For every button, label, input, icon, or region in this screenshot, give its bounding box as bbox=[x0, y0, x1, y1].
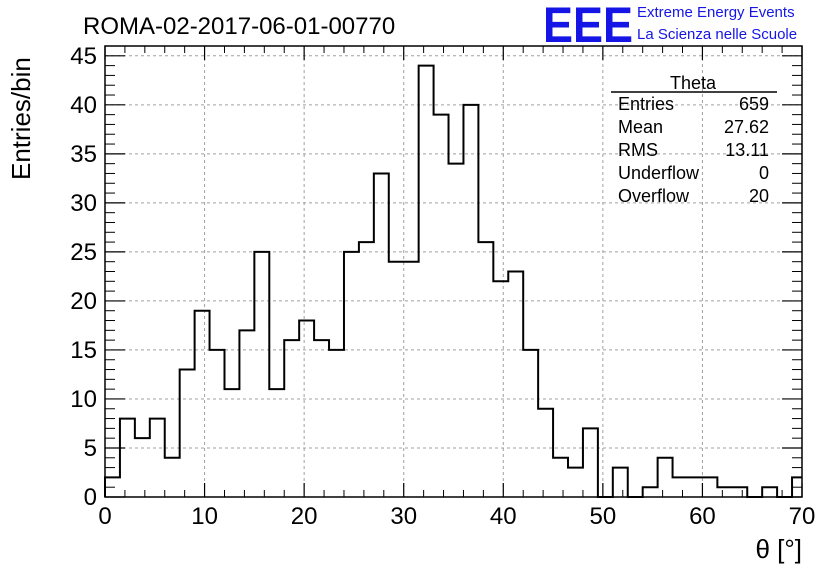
x-tick-label: 20 bbox=[291, 503, 318, 530]
y-tick-label: 20 bbox=[70, 288, 97, 315]
y-tick-label: 25 bbox=[70, 239, 97, 266]
axis-ticks bbox=[104, 45, 803, 498]
stats-label-entries: Entries bbox=[618, 94, 674, 114]
x-tick-label: 10 bbox=[191, 503, 218, 530]
eee-logo-letters: EEE bbox=[543, 0, 633, 53]
y-tick-label: 45 bbox=[70, 43, 97, 70]
x-tick-label: 40 bbox=[490, 503, 517, 530]
stats-label-mean: Mean bbox=[618, 117, 663, 137]
x-tick-label: 70 bbox=[789, 503, 816, 530]
x-tick-label: 0 bbox=[98, 503, 111, 530]
y-axis-label: Entries/bin bbox=[6, 57, 36, 180]
eee-logo-line2: La Scienza nelle Scuole bbox=[637, 26, 797, 43]
x-tick-label: 30 bbox=[390, 503, 417, 530]
stats-value-underflow: 0 bbox=[759, 163, 769, 183]
stats-value-entries: 659 bbox=[739, 94, 769, 114]
y-tick-label: 10 bbox=[70, 386, 97, 413]
y-tick-label: 30 bbox=[70, 190, 97, 217]
x-axis-label: θ [°] bbox=[755, 534, 802, 564]
y-tick-label: 35 bbox=[70, 141, 97, 168]
x-tick-label: 50 bbox=[590, 503, 617, 530]
y-tick-label: 5 bbox=[84, 435, 97, 462]
plot-frame bbox=[104, 45, 803, 498]
stats-value-overflow: 20 bbox=[749, 186, 769, 206]
stats-label-underflow: Underflow bbox=[618, 163, 700, 183]
histogram-series bbox=[104, 64, 802, 498]
stats-label-rms: RMS bbox=[618, 140, 658, 160]
y-tick-label: 15 bbox=[70, 337, 97, 364]
tick-labels: 0 10 20 30 40 50 60 70 0 5 10 15 20 25 30 35 40 45 bbox=[70, 43, 815, 530]
stats-value-rms: 13.11 bbox=[725, 140, 769, 160]
y-tick-label: 0 bbox=[84, 484, 97, 511]
stats-value-mean: 27.62 bbox=[724, 117, 769, 137]
eee-logo-line1: Extreme Energy Events bbox=[637, 4, 795, 21]
chart-title: ROMA-02-2017-06-01-00770 bbox=[83, 13, 395, 40]
y-tick-label: 40 bbox=[70, 92, 97, 119]
stats-box: Theta Entries 659 Mean 27.62 RMS 13.11 U… bbox=[611, 73, 777, 206]
x-tick-label: 60 bbox=[689, 503, 716, 530]
stats-label-overflow: Overflow bbox=[618, 186, 690, 206]
grid-lines bbox=[105, 46, 802, 497]
stats-title: Theta bbox=[670, 73, 717, 93]
